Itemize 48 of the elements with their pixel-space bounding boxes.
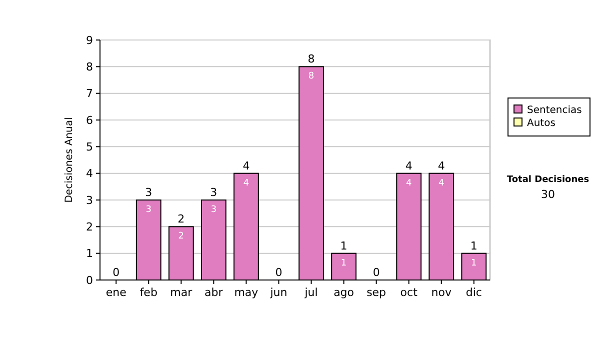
y-tick-label: 0 bbox=[86, 274, 93, 287]
data-label: 1 bbox=[340, 258, 347, 268]
text: 30 bbox=[541, 188, 555, 201]
total-label: 0 bbox=[112, 266, 120, 279]
data-label: 4 bbox=[243, 178, 250, 188]
x-tick-label: may bbox=[234, 286, 259, 299]
y-tick-label: 6 bbox=[86, 114, 93, 127]
x-tick-label: nov bbox=[431, 286, 452, 299]
data-label: 1 bbox=[471, 258, 477, 268]
legend-label: Sentencias bbox=[527, 105, 582, 116]
legend-label: Autos bbox=[527, 118, 556, 129]
y-tick-label: 4 bbox=[86, 167, 93, 180]
y-tick-label: 1 bbox=[86, 247, 93, 260]
total-label: 2 bbox=[178, 212, 185, 226]
x-tick-label: ene bbox=[106, 286, 127, 299]
total-label: 0 bbox=[372, 266, 380, 279]
data-label: 4 bbox=[406, 178, 412, 188]
data-label: 2 bbox=[178, 232, 184, 242]
x-tick-label: abr bbox=[204, 286, 224, 299]
total-label: 4 bbox=[242, 159, 250, 172]
total-label: 1 bbox=[470, 239, 478, 252]
y-axis-title: Decisiones Anual bbox=[64, 117, 75, 203]
y-tick-label: 5 bbox=[86, 140, 93, 154]
y-tick-label: 9 bbox=[86, 34, 93, 47]
data-label: 3 bbox=[146, 205, 152, 215]
x-tick-label: feb bbox=[140, 286, 158, 299]
y-tick-label: 3 bbox=[86, 194, 93, 207]
x-tick-label: jul bbox=[304, 286, 318, 299]
y-tick-label: 8 bbox=[86, 60, 93, 74]
data-label: 3 bbox=[210, 205, 217, 215]
total-label: 1 bbox=[340, 239, 348, 252]
total-label: 3 bbox=[210, 186, 218, 199]
x-tick-label: dic bbox=[466, 286, 482, 299]
data-label: 8 bbox=[308, 72, 314, 82]
x-tick-label: oct bbox=[400, 286, 418, 299]
x-tick-label: sep bbox=[366, 286, 386, 299]
x-tick-label: mar bbox=[170, 286, 193, 299]
x-tick-label: ago bbox=[334, 286, 354, 299]
x-tick-label: jun bbox=[269, 286, 288, 299]
y-tick-label: 7 bbox=[86, 87, 93, 100]
total-label: 4 bbox=[438, 159, 445, 172]
data-label: 4 bbox=[438, 178, 445, 188]
total-label: 0 bbox=[275, 266, 282, 279]
y-tick-label: 2 bbox=[86, 220, 93, 234]
total-label: 3 bbox=[145, 186, 152, 199]
total-label: 8 bbox=[308, 52, 315, 66]
total-label: 4 bbox=[405, 159, 412, 172]
text: Total Decisiones bbox=[506, 175, 590, 185]
